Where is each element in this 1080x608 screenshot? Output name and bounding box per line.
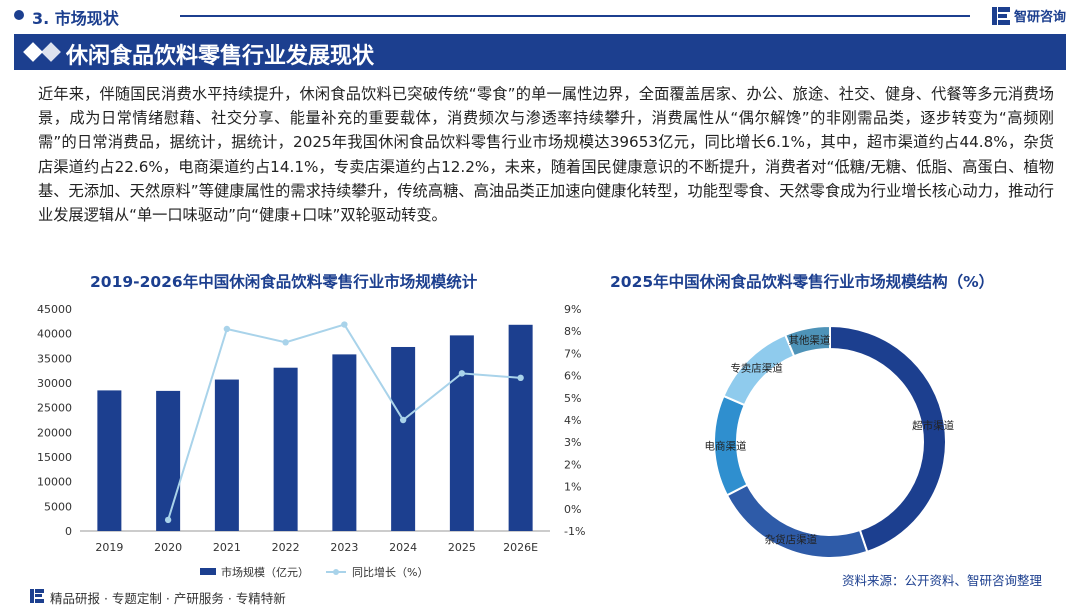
x-tick-label: 2019	[95, 541, 123, 554]
y-left-tick-label: 45000	[37, 303, 72, 316]
footer-tagline: 精品研报 · 专题定制 · 产研服务 · 专精特新	[50, 591, 286, 606]
growth-point	[341, 321, 348, 328]
y-left-tick-label: 5000	[44, 500, 72, 513]
growth-point	[223, 325, 231, 333]
bar-2021	[214, 379, 239, 531]
donut-slice-label: 其他渠道	[788, 334, 830, 347]
body-paragraph: 近年来，伴随国民消费水平持续提升，休闲食品饮料已突破传统“零食”的单一属性边界，…	[38, 85, 1054, 225]
donut-slice-4	[783, 324, 831, 358]
x-tick-label: 2021	[213, 541, 241, 554]
y-left-tick-label: 15000	[37, 451, 72, 464]
bar-line-chart: 0 5000 10000 15000 20000 25000 30000 35000 40000…	[37, 303, 585, 579]
donut-slice-label: 电商渠道	[705, 440, 747, 453]
y-right-tick-label: 8%	[564, 325, 581, 338]
x-tick-label: 2023	[330, 541, 358, 554]
legend-line-marker	[333, 569, 339, 575]
growth-point	[458, 370, 466, 377]
footer-logo-icon	[30, 589, 44, 603]
x-tick-label: 2020	[154, 541, 182, 554]
bar-2019	[97, 390, 122, 531]
donut-chart-title: 2025年中国休闲食品饮料零售行业市场规模结构（%）	[610, 273, 995, 291]
bar-2026E	[508, 324, 533, 531]
growth-point	[282, 339, 289, 346]
y-left-tick-label: 35000	[37, 352, 72, 365]
x-tick-label: 2022	[272, 541, 300, 554]
bar-2023	[332, 354, 357, 531]
bar-2024	[391, 346, 416, 531]
logo-text: 智研咨询	[1013, 10, 1066, 25]
brand-logo: 智研咨询	[991, 6, 1066, 25]
y-left-tick-label: 25000	[37, 402, 72, 415]
bar-2020	[156, 390, 181, 531]
footer: 精品研报 · 专题定制 · 产研服务 · 专精特新	[0, 584, 1080, 608]
y-right-tick-label: 2%	[564, 458, 581, 471]
y-left-tick-label: 20000	[37, 426, 72, 439]
y-right-tick-label: 3%	[564, 436, 581, 449]
bullet-dot-icon	[14, 10, 24, 20]
y-left-tick-label: 40000	[37, 328, 72, 341]
x-tick-label: 2025	[448, 541, 476, 554]
legend-bar-swatch	[200, 568, 216, 575]
y-right-tick-label: 6%	[564, 370, 581, 383]
y-right-tick-label: 7%	[564, 347, 581, 360]
donut-slice-label: 超市渠道	[912, 419, 954, 432]
title-banner: 休闲食品饮料零售行业发展现状	[14, 34, 1066, 70]
y-right-tick-label: 9%	[564, 303, 581, 316]
bar-2025	[449, 335, 474, 531]
y-right-tick-label: 5%	[564, 392, 581, 405]
data-source: 资料来源：公开资料、智研咨询整理	[841, 573, 1042, 588]
y-left-tick-label: 10000	[37, 476, 72, 489]
banner-title: 休闲食品饮料零售行业发展现状	[66, 44, 375, 69]
donut-slice-label: 专卖店渠道	[730, 362, 783, 375]
y-left-tick-label: 0	[65, 525, 72, 538]
header-rule	[180, 15, 970, 17]
growth-point	[517, 374, 524, 382]
y-right-tick-label: 4%	[564, 414, 581, 427]
donut-slice-0	[829, 324, 947, 554]
donut-slice-label: 杂货店渠道	[765, 533, 818, 546]
growth-point	[399, 416, 407, 424]
top-bar: 3. 市场现状 智研咨询	[0, 0, 1080, 32]
growth-point	[164, 516, 172, 524]
donut-slice-1	[725, 483, 869, 559]
y-left-tick-label: 30000	[37, 377, 72, 390]
bar-2022	[273, 367, 298, 531]
x-tick-label: 2024	[389, 541, 417, 554]
section-label: 3. 市场现状	[32, 9, 119, 28]
legend-bar-label: 市场规模（亿元）	[221, 565, 309, 579]
bar-chart-title: 2019-2026年中国休闲食品饮料零售行业市场规模统计	[90, 273, 478, 291]
y-right-tick-label: 0%	[564, 503, 581, 516]
logo-mark-icon	[991, 6, 1010, 25]
x-tick-label: 2026E	[503, 541, 538, 554]
y-right-tick-label: -1%	[564, 525, 585, 538]
y-right-tick-label: 1%	[564, 481, 581, 494]
legend-line-label: 同比增长（%）	[352, 565, 428, 579]
